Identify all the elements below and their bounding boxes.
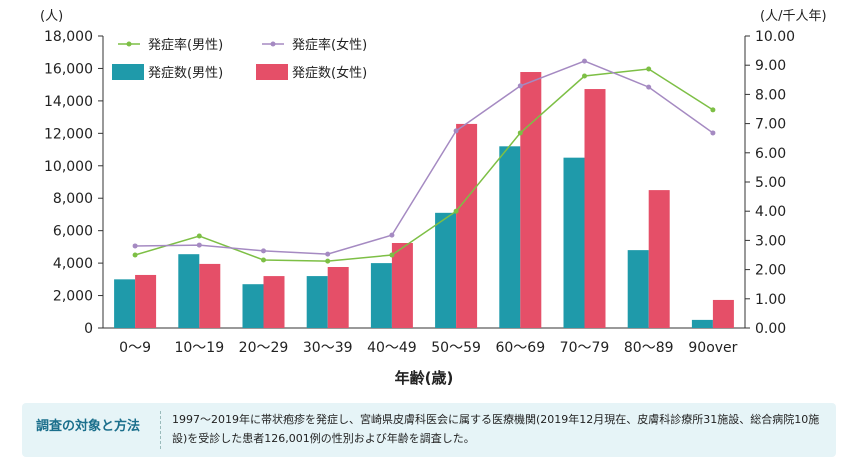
left-tick-label: 12,000 — [44, 126, 93, 142]
legend-label: 発症率(男性) — [148, 37, 223, 53]
bar-male — [242, 284, 264, 328]
left-tick-label: 10,000 — [44, 159, 93, 175]
x-tick-label: 50〜59 — [431, 340, 481, 356]
bar-male — [435, 212, 457, 328]
right-tick-label: 10.00 — [755, 29, 795, 45]
left-tick-label: 16,000 — [44, 61, 93, 77]
right-tick-label: 6.00 — [755, 146, 786, 162]
line-male — [134, 68, 714, 262]
legend-label: 発症数(女性) — [292, 65, 367, 81]
x-tick-label: 40〜49 — [367, 340, 417, 356]
method-note: 調査の対象と方法 1997〜2019年に帯状疱疹を発症し、宮崎県皮膚科医会に属す… — [22, 403, 836, 457]
right-tick-label: 3.00 — [755, 233, 786, 249]
note-body: 1997〜2019年に帯状疱疹を発症し、宮崎県皮膚科医会に属する医療機関(201… — [172, 413, 820, 445]
point-female — [582, 58, 587, 64]
bar-female — [584, 89, 606, 329]
legend-label: 発症率(女性) — [292, 37, 367, 53]
x-tick-label: 70〜79 — [560, 340, 610, 356]
point-female — [517, 83, 523, 89]
point-female — [196, 242, 202, 248]
legend-label: 発症数(男性) — [148, 66, 223, 81]
x-tick-label: 30〜39 — [303, 340, 353, 356]
x-tick-label: 0〜9 — [119, 340, 151, 356]
note-title: 調査の対象と方法 — [36, 419, 141, 434]
bar-male — [370, 263, 392, 328]
right-tick-label: 9.00 — [755, 58, 786, 74]
left-tick-label: 2,000 — [53, 289, 93, 305]
bar-male — [563, 157, 585, 328]
left-tick-label: 18,000 — [44, 29, 93, 45]
right-axis-unit: (人/千人年) — [760, 9, 827, 24]
line-female — [135, 60, 714, 255]
bar-female — [199, 263, 221, 328]
right-tick-label: 0.00 — [755, 321, 786, 337]
legend-point-swatch — [270, 41, 276, 47]
bar-female — [648, 190, 670, 328]
left-tick-label: 14,000 — [44, 94, 93, 110]
bar-male — [691, 319, 713, 328]
bar-male — [178, 254, 200, 328]
point-male — [646, 66, 652, 72]
x-tick-label: 80〜89 — [624, 340, 674, 356]
bar-female — [712, 299, 734, 328]
legend-bar-swatch — [256, 64, 288, 80]
x-axis-label: 年齢(歳) — [395, 369, 454, 387]
right-tick-label: 7.00 — [755, 117, 786, 133]
left-tick-label: 4,000 — [53, 256, 93, 272]
point-male — [132, 252, 138, 258]
x-tick-label: 60〜69 — [495, 340, 545, 356]
point-female — [389, 232, 395, 238]
bar-female — [520, 72, 542, 328]
left-tick-label: 0 — [84, 321, 93, 337]
point-female — [453, 128, 459, 134]
point-female — [646, 84, 652, 90]
point-male — [261, 257, 266, 263]
right-tick-label: 4.00 — [755, 204, 786, 220]
point-male — [389, 252, 395, 258]
legend-bar-swatch — [112, 64, 144, 80]
point-female — [710, 130, 716, 136]
right-tick-label: 8.00 — [755, 87, 786, 103]
chart: 0 2,000 4,000 6,000 8,000 10,000 12,000 14,000 1… — [40, 9, 827, 387]
left-tick-label: 6,000 — [53, 224, 93, 240]
bar-male — [627, 250, 649, 328]
bar-male — [306, 276, 328, 328]
x-tick-label: 90over — [688, 340, 737, 356]
legend-point-swatch — [126, 41, 132, 47]
bar-female — [263, 276, 285, 328]
left-tick-label: 8,000 — [53, 191, 93, 207]
bar-male — [499, 146, 521, 328]
point-female — [325, 251, 331, 257]
left-axis-unit: (人) — [40, 9, 63, 24]
point-female — [261, 248, 266, 254]
point-male — [325, 258, 331, 264]
bar-female — [456, 123, 478, 329]
right-tick-label: 2.00 — [755, 263, 786, 279]
point-male — [517, 130, 523, 136]
point-male — [196, 233, 202, 239]
bar-female — [391, 242, 413, 328]
right-tick-label: 1.00 — [755, 292, 786, 308]
point-male — [710, 107, 716, 113]
point-male — [582, 73, 587, 79]
bar-female — [135, 274, 157, 328]
point-female — [132, 243, 138, 249]
x-tick-label: 10〜19 — [174, 340, 224, 356]
note-divider — [160, 411, 161, 449]
point-male — [453, 208, 459, 214]
x-tick-label: 20〜29 — [239, 340, 289, 356]
right-tick-label: 5.00 — [755, 175, 786, 191]
bar-male — [114, 279, 136, 328]
bar-female — [327, 267, 349, 328]
